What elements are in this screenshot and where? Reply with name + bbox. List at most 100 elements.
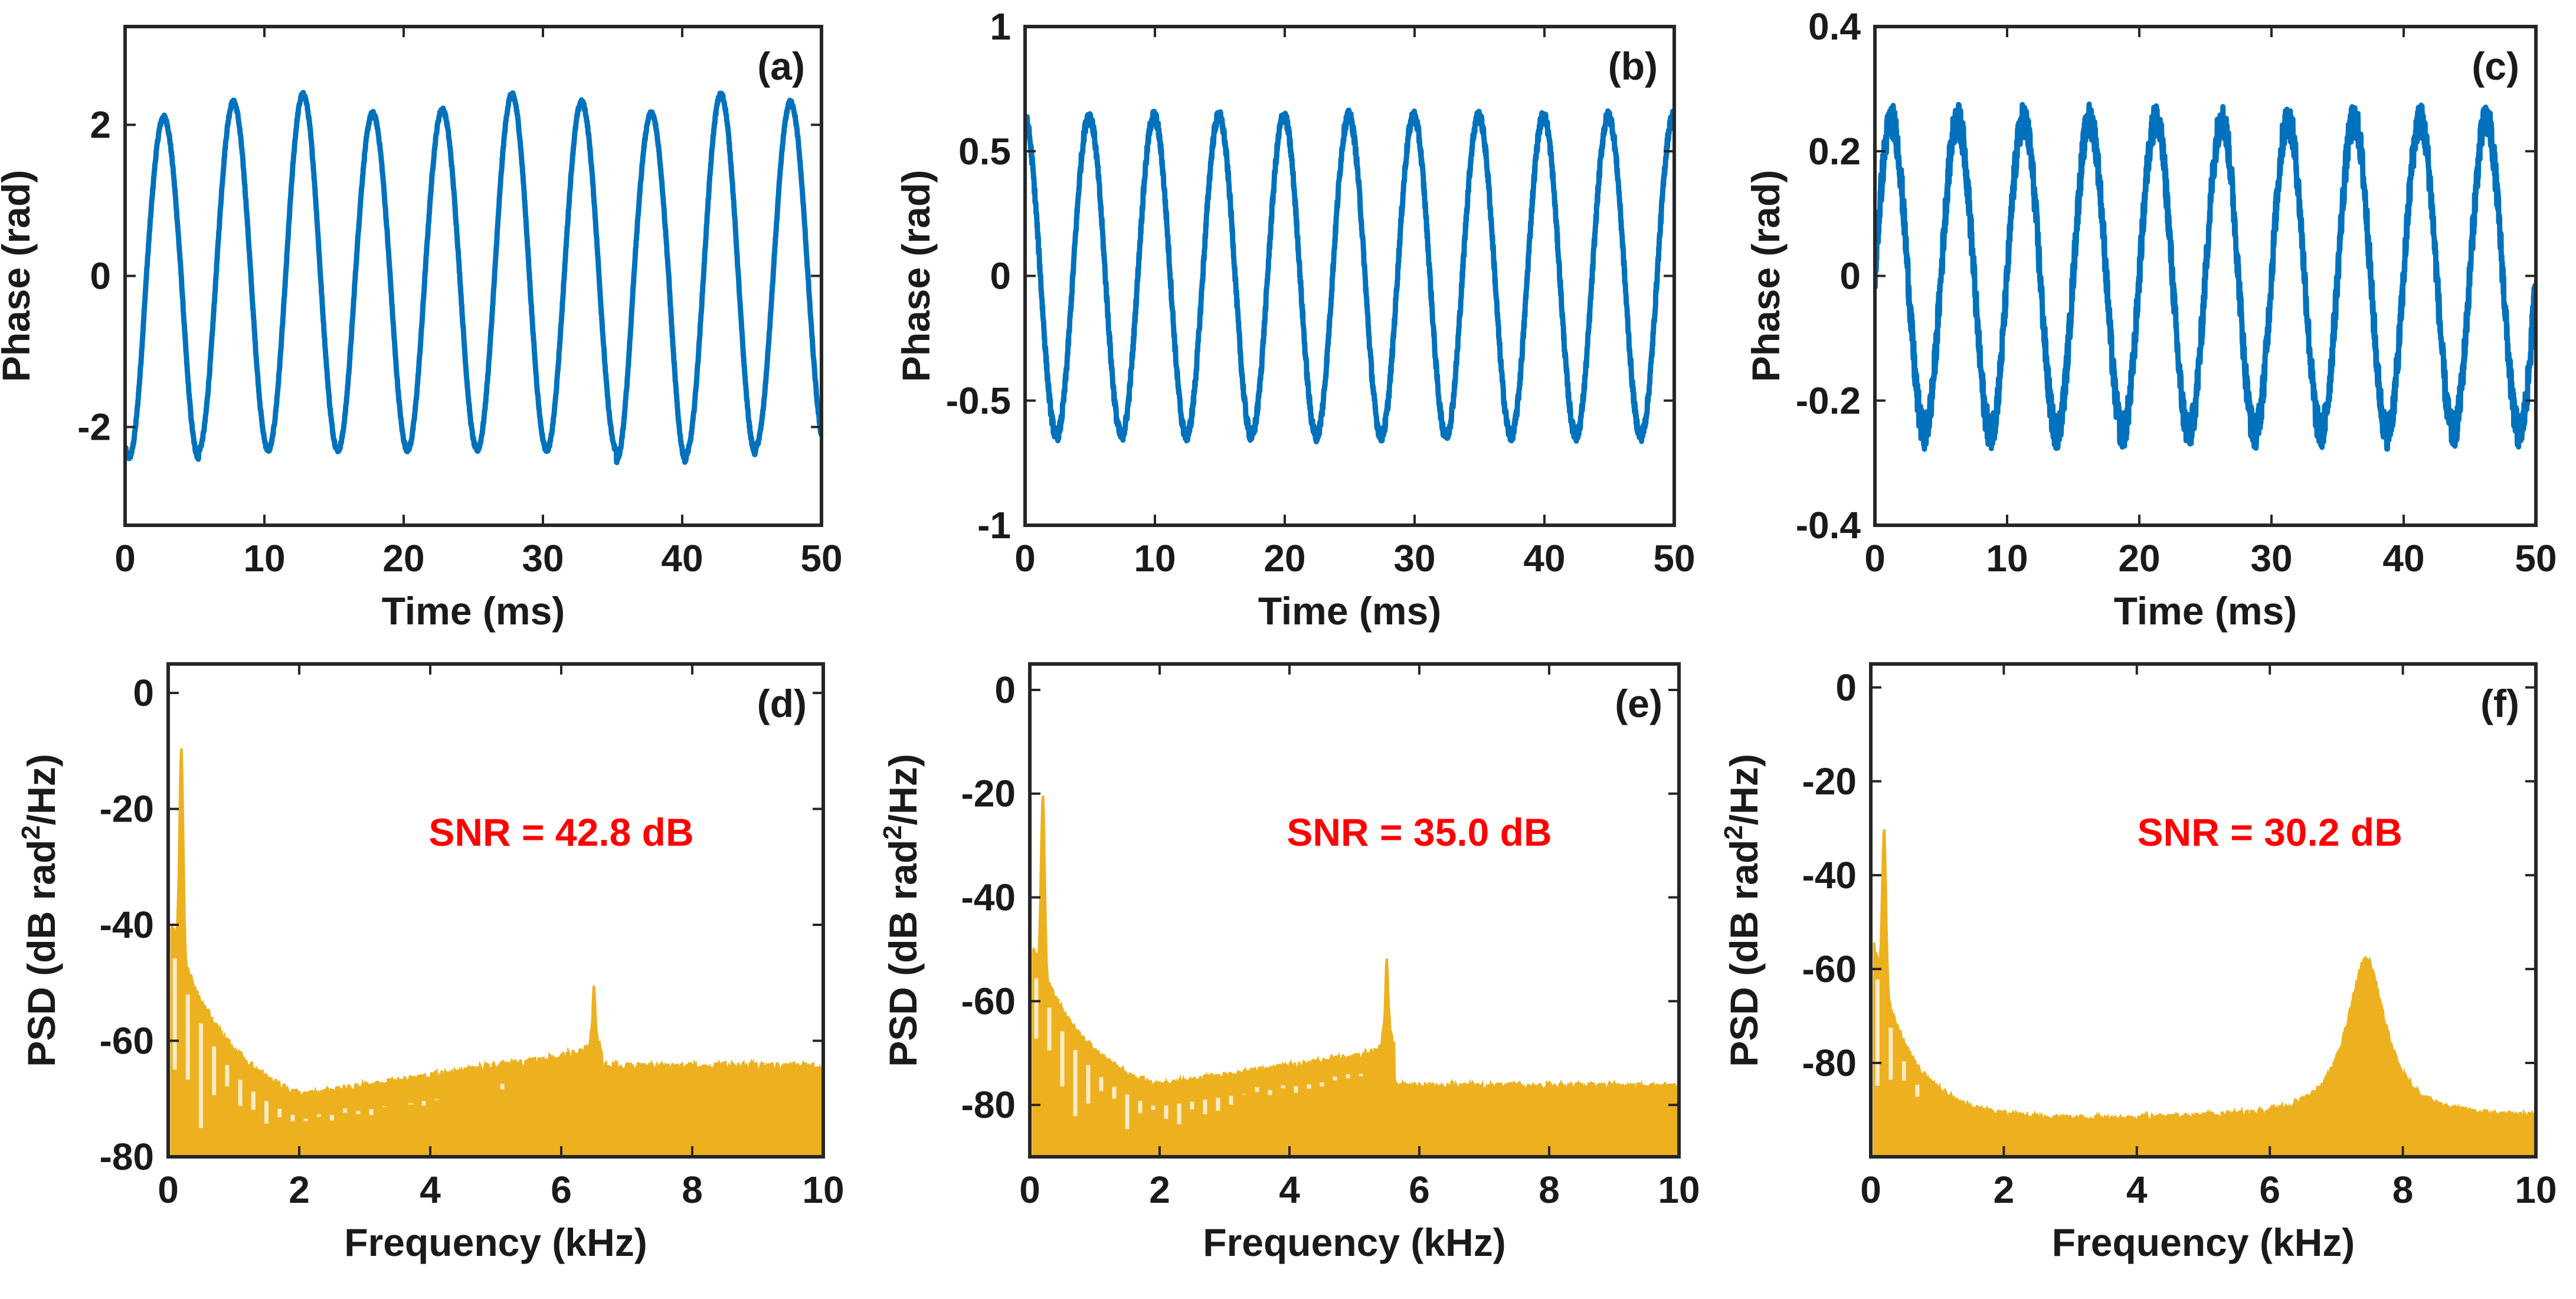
- y-tick-label: -60: [961, 980, 1016, 1022]
- y-tick-label: 0.4: [1808, 5, 1861, 48]
- panel-d: 0 2 4 6 8 10 -80 -60 -40 -20 0 Frequency (kHz) PSD (…: [17, 662, 845, 1264]
- y-axis-title-main: PSD (dB rad: [881, 840, 925, 1067]
- x-axis-title: Time (ms): [2114, 589, 2297, 633]
- psd-bin-gaps: [172, 958, 505, 1128]
- axes-frame: [1028, 662, 1681, 1159]
- y-tick-label: -2: [77, 406, 111, 449]
- x-tick-label: 0: [1019, 1169, 1040, 1211]
- x-tick-label: 0: [1860, 1169, 1881, 1211]
- x-tick-label: 10: [1658, 1169, 1700, 1211]
- snr-annotation: SNR = 30.2 dB: [2138, 810, 2402, 854]
- y-axis-title: PSD (dB rad2/Hz): [17, 754, 63, 1067]
- y-tick-label: 1: [990, 5, 1011, 48]
- y-tick-label: -80: [1802, 1042, 1857, 1084]
- x-tick-label: 30: [1393, 537, 1435, 580]
- x-tick-label: 8: [682, 1169, 703, 1211]
- y-axis-title-main: PSD (dB rad: [1722, 840, 1766, 1067]
- phase-trace: [125, 90, 821, 466]
- y-tick-label: -0.5: [946, 379, 1011, 422]
- y-axis-title-unit: /Hz): [1722, 754, 1766, 825]
- snr-annotation: SNR = 35.0 dB: [1287, 810, 1552, 854]
- x-tick-label: 50: [1653, 537, 1695, 580]
- panel-e: 0 2 4 6 8 10 -80 -60 -40 -20 0 Frequency (kHz) PSD (…: [878, 662, 1700, 1264]
- snr-annotation: SNR = 42.8 dB: [428, 810, 693, 854]
- x-tick-label: 20: [2118, 537, 2160, 580]
- x-tick-label: 10: [2515, 1169, 2557, 1211]
- x-axis-title: Time (ms): [1258, 589, 1442, 633]
- x-axis-title: Time (ms): [382, 589, 565, 633]
- y-tick-label: 0: [1835, 666, 1857, 709]
- x-tick-label: 8: [1539, 1169, 1560, 1211]
- y-tick-label: 0.5: [958, 130, 1011, 172]
- y-tick-label: 0: [133, 672, 154, 714]
- y-axis-title: Phase (rad): [894, 170, 938, 382]
- y-axis-title-superscript: 2: [878, 825, 907, 839]
- panel-f: 0 2 4 6 8 10 -80 -60 -40 -20 0 Frequency (kHz) PSD (…: [1719, 662, 2557, 1264]
- y-tick-label: -20: [961, 773, 1016, 815]
- x-tick-label: 6: [551, 1169, 572, 1211]
- x-tick-label: 40: [1523, 537, 1565, 580]
- y-tick-label: 0: [994, 669, 1016, 711]
- panel-label: (e): [1615, 682, 1662, 725]
- x-tick-label: 10: [1134, 537, 1176, 580]
- axes-frame: [166, 662, 825, 1159]
- y-axis-title-unit: /Hz): [19, 754, 63, 825]
- phase-trace: [1025, 107, 1674, 444]
- y-tick-label: -40: [100, 904, 155, 946]
- x-tick-label: 10: [243, 537, 285, 580]
- x-tick-label: 30: [522, 537, 564, 580]
- y-tick-label: -1: [977, 504, 1011, 547]
- x-tick-label: 0: [1014, 537, 1036, 580]
- y-axis-title: Phase (rad): [0, 170, 38, 382]
- psd-bin-gaps: [1034, 978, 1363, 1130]
- y-tick-label: 2: [90, 103, 111, 146]
- x-tick-label: 40: [661, 537, 703, 580]
- x-tick-label: 0: [114, 537, 136, 580]
- panel-c: 0 10 20 30 40 50 -0.4 -0.2 0 0.2 0.4 Time (ms) Phase…: [1744, 5, 2557, 633]
- x-tick-label: 2: [1149, 1169, 1170, 1211]
- y-tick-label: 0: [990, 255, 1011, 297]
- x-tick-label: 20: [1264, 537, 1305, 580]
- panel-label: (b): [1608, 44, 1658, 88]
- panel-label: (a): [757, 44, 805, 88]
- x-tick-label: 8: [2392, 1169, 2414, 1211]
- psd-trace: [1032, 796, 1679, 1157]
- x-tick-label: 6: [1409, 1169, 1430, 1211]
- x-tick-label: 10: [1986, 537, 2028, 580]
- panel-label: (c): [2472, 44, 2519, 88]
- x-axis-title: Frequency (kHz): [344, 1221, 647, 1264]
- x-tick-label: 40: [2382, 537, 2424, 580]
- y-tick-label: -80: [961, 1084, 1016, 1126]
- y-tick-label: 0: [90, 255, 111, 297]
- x-tick-label: 20: [382, 537, 424, 580]
- axes-frame: [1869, 662, 2538, 1159]
- panel-a: 0 10 20 30 40 50 -2 0 2 Time (ms) Phase (rad) (a): [0, 25, 843, 633]
- y-tick-label: -60: [1802, 948, 1857, 990]
- x-tick-label: 6: [2259, 1169, 2280, 1211]
- y-tick-label: -80: [100, 1136, 155, 1178]
- x-tick-label: 0: [158, 1169, 179, 1211]
- psd-trace: [170, 748, 823, 1157]
- y-tick-label: -0.4: [1796, 504, 1861, 547]
- x-tick-label: 30: [2250, 537, 2292, 580]
- x-axis-title: Frequency (kHz): [2052, 1221, 2355, 1264]
- y-axis-title: Phase (rad): [1744, 170, 1788, 382]
- y-axis-title-superscript: 2: [1719, 825, 1748, 839]
- x-tick-label: 4: [1279, 1169, 1300, 1211]
- phase-trace: [1875, 102, 2536, 452]
- axes-frame: [1023, 25, 1676, 527]
- x-tick-label: 4: [2126, 1169, 2148, 1211]
- x-tick-label: 10: [802, 1169, 844, 1211]
- y-tick-label: -40: [1802, 854, 1857, 896]
- x-tick-label: 2: [289, 1169, 310, 1211]
- x-tick-label: 0: [1864, 537, 1886, 580]
- y-tick-label: 0.2: [1808, 130, 1861, 172]
- y-tick-label: 0: [1839, 255, 1861, 297]
- x-tick-label: 50: [800, 537, 842, 580]
- x-tick-label: 4: [420, 1169, 441, 1211]
- y-tick-label: -20: [1802, 760, 1857, 803]
- y-tick-label: -20: [100, 788, 155, 830]
- y-axis-title: PSD (dB rad2/Hz): [878, 754, 925, 1067]
- y-tick-label: -40: [961, 876, 1016, 919]
